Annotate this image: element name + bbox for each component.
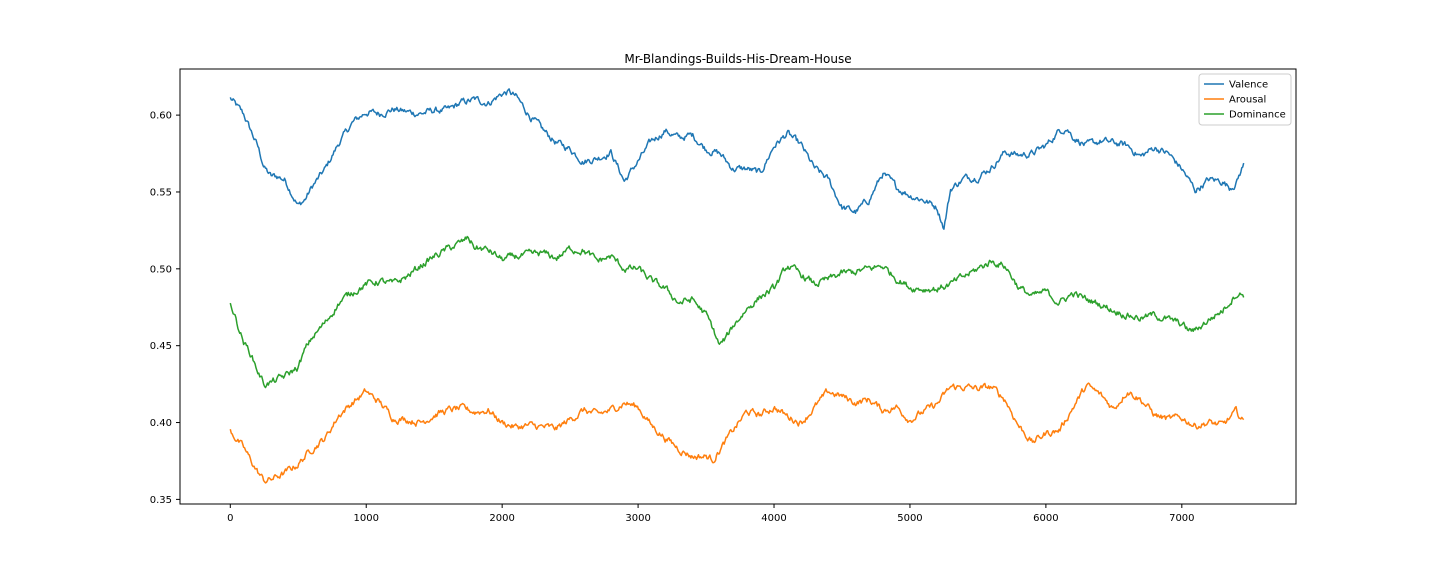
series-line-valence bbox=[229, 88, 1245, 230]
legend-box bbox=[1198, 73, 1292, 126]
x-tick-label: 0 bbox=[227, 513, 233, 524]
chart-title: Mr-Blandings-Builds-His-Dream-House bbox=[624, 52, 851, 66]
series-line-arousal bbox=[229, 382, 1245, 484]
x-tick-label: 2000 bbox=[489, 513, 514, 524]
x-tick-label: 3000 bbox=[625, 513, 650, 524]
legend-label-arousal: Arousal bbox=[1229, 95, 1266, 106]
y-tick-label: 0.50 bbox=[150, 264, 172, 275]
x-axis: 0 1000 2000 3000 4000 5000 6000 7000 bbox=[227, 504, 1195, 524]
legend-label-dominance: Dominance bbox=[1229, 110, 1286, 121]
y-tick-label: 0.40 bbox=[150, 418, 172, 429]
x-tick-label: 7000 bbox=[1169, 513, 1194, 524]
series-lines bbox=[229, 88, 1245, 484]
x-tick-label: 5000 bbox=[897, 513, 922, 524]
legend-label-valence: Valence bbox=[1229, 80, 1268, 91]
y-tick-label: 0.45 bbox=[150, 341, 172, 352]
x-tick-label: 6000 bbox=[1033, 513, 1058, 524]
x-tick-label: 1000 bbox=[354, 513, 379, 524]
y-tick-label: 0.35 bbox=[150, 495, 172, 506]
y-axis: 0.35 0.40 0.45 0.50 0.55 0.60 bbox=[150, 111, 180, 506]
plot-area-frame bbox=[179, 68, 1297, 505]
y-tick-label: 0.55 bbox=[150, 187, 172, 198]
x-tick-label: 4000 bbox=[761, 513, 786, 524]
legend: Valence Arousal Dominance bbox=[1198, 73, 1292, 126]
y-tick-label: 0.60 bbox=[150, 111, 172, 122]
series-line-dominance bbox=[229, 235, 1245, 389]
